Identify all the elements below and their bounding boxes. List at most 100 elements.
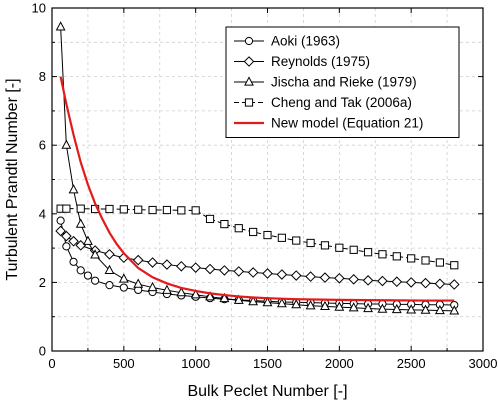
legend-item: Jischa and Rieke (1979) — [234, 75, 417, 90]
legend-label: New model (Equation 21) — [271, 116, 423, 131]
data-point — [83, 271, 93, 280]
data-point — [348, 274, 360, 285]
data-point — [175, 260, 187, 272]
legend-marker — [244, 98, 254, 107]
data-point — [421, 256, 430, 265]
data-point — [233, 294, 244, 304]
data-point — [61, 230, 72, 242]
legend: Aoki (1963) Reynolds (1975) Jischa and Rie… — [225, 26, 460, 138]
series-2 — [55, 21, 460, 315]
data-point — [134, 205, 143, 214]
data-point — [56, 216, 65, 225]
data-point — [147, 281, 158, 292]
data-point — [118, 273, 129, 283]
data-point — [407, 254, 416, 263]
data-point — [148, 205, 157, 215]
data-point — [450, 261, 459, 270]
data-point — [420, 277, 431, 289]
data-point — [220, 219, 229, 229]
data-point — [320, 300, 330, 311]
data-point — [90, 249, 101, 259]
data-point — [68, 184, 79, 194]
data-point — [219, 265, 230, 276]
legend-label: Reynolds (1975) — [271, 54, 370, 69]
data-point — [205, 214, 215, 224]
ticks — [51, 7, 484, 352]
data-point — [190, 262, 201, 273]
x-tick-label: 500 — [113, 356, 135, 371]
y-tick-label: 0 — [39, 344, 46, 359]
data-point — [76, 266, 85, 275]
data-point — [162, 205, 172, 215]
data-point — [363, 302, 373, 313]
data-point — [204, 263, 216, 275]
data-point — [305, 271, 316, 282]
y-tick-label: 2 — [39, 275, 46, 290]
series-1 — [55, 225, 460, 290]
data-point — [262, 296, 273, 307]
data-point — [276, 269, 288, 280]
data-point — [448, 279, 460, 290]
x-tick-label: 1000 — [181, 356, 210, 371]
data-point — [405, 277, 417, 288]
data-point — [334, 272, 345, 284]
data-point — [377, 275, 388, 287]
series-3 — [56, 204, 459, 270]
data-point — [247, 267, 259, 278]
series-layer — [55, 21, 460, 315]
legend-marker — [243, 56, 255, 67]
data-point — [348, 302, 359, 312]
data-point — [62, 204, 71, 213]
data-point — [406, 304, 417, 314]
x-tick-label: 1500 — [253, 356, 282, 371]
legend-label: Aoki (1963) — [271, 34, 340, 49]
data-point — [119, 283, 128, 292]
x-tick-label: 0 — [48, 356, 55, 371]
data-point — [91, 276, 100, 285]
data-point — [104, 248, 115, 260]
data-point — [205, 291, 215, 301]
data-point — [291, 299, 302, 309]
data-point — [378, 250, 387, 259]
data-point — [105, 204, 114, 214]
y-axis-title: Turbulent Prandtl Number [-] — [4, 78, 21, 280]
legend-item: Reynolds (1975) — [234, 54, 370, 69]
data-point — [290, 270, 302, 281]
data-point — [392, 252, 401, 261]
series-0 — [56, 216, 459, 310]
y-tick-label: 4 — [39, 206, 46, 221]
x-tick-label: 3000 — [469, 356, 498, 371]
legend-marker — [244, 76, 254, 86]
data-point — [55, 21, 66, 31]
x-tick-label: 2500 — [397, 356, 426, 371]
data-point — [420, 304, 431, 314]
data-point — [61, 139, 72, 149]
data-point — [320, 241, 330, 250]
data-point — [262, 268, 273, 279]
data-point — [363, 248, 373, 257]
x-axis-title: Bulk Peclet Number [-] — [187, 383, 347, 400]
data-point — [133, 278, 144, 288]
data-point — [55, 225, 66, 237]
data-point — [292, 236, 301, 245]
data-point — [161, 259, 173, 270]
data-point — [233, 266, 245, 277]
y-tick-label: 10 — [32, 1, 46, 16]
data-point — [362, 275, 374, 286]
data-point — [391, 276, 403, 288]
data-point — [219, 292, 230, 303]
legend-item: Aoki (1963) — [234, 34, 340, 49]
legend-marker — [244, 36, 254, 46]
data-point — [190, 289, 201, 299]
data-point — [305, 300, 316, 310]
data-point — [104, 264, 115, 274]
data-point — [162, 284, 172, 294]
data-point — [263, 230, 272, 240]
tick-labels: 0 500 1000 1500 2000 2500 3000 0 2 4 6 8 10 — [32, 1, 498, 372]
data-point — [276, 298, 287, 308]
data-point — [449, 305, 460, 315]
data-point — [176, 287, 187, 297]
data-point — [277, 233, 286, 242]
data-point — [75, 218, 86, 228]
data-point — [391, 303, 402, 314]
